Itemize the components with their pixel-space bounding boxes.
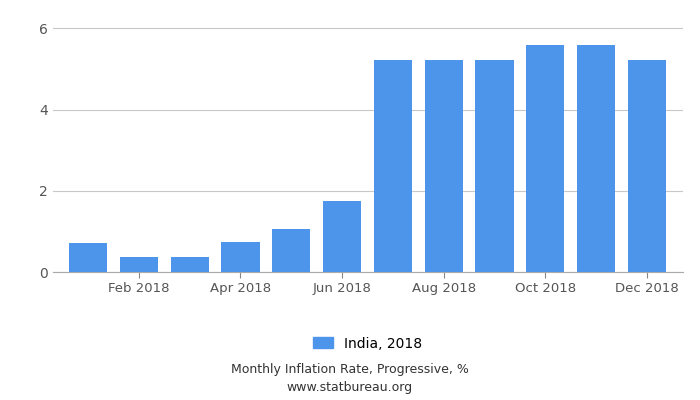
Bar bbox=[272, 229, 310, 272]
Bar bbox=[475, 60, 514, 272]
Bar bbox=[628, 60, 666, 272]
Bar bbox=[323, 200, 361, 272]
Bar bbox=[69, 243, 107, 272]
Bar bbox=[120, 257, 158, 272]
Bar bbox=[526, 45, 564, 272]
Text: www.statbureau.org: www.statbureau.org bbox=[287, 381, 413, 394]
Text: Monthly Inflation Rate, Progressive, %: Monthly Inflation Rate, Progressive, % bbox=[231, 364, 469, 376]
Bar bbox=[221, 242, 260, 272]
Legend: India, 2018: India, 2018 bbox=[307, 331, 428, 356]
Bar bbox=[425, 60, 463, 272]
Bar bbox=[374, 60, 412, 272]
Bar bbox=[577, 45, 615, 272]
Bar bbox=[171, 257, 209, 272]
